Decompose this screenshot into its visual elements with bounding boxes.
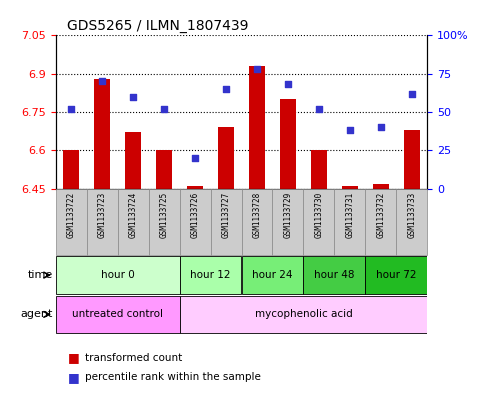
Bar bbox=[311, 151, 327, 189]
Text: untreated control: untreated control bbox=[72, 309, 163, 320]
Bar bbox=[149, 189, 180, 255]
Text: agent: agent bbox=[21, 309, 53, 320]
Bar bbox=[218, 127, 234, 189]
Point bbox=[160, 106, 168, 112]
Bar bbox=[366, 189, 397, 255]
Text: hour 72: hour 72 bbox=[376, 270, 417, 280]
Text: GSM1133724: GSM1133724 bbox=[128, 192, 138, 238]
Bar bbox=[334, 189, 366, 255]
Text: GSM1133730: GSM1133730 bbox=[314, 192, 324, 238]
Text: GSM1133733: GSM1133733 bbox=[408, 192, 416, 238]
Text: hour 0: hour 0 bbox=[100, 270, 134, 280]
Bar bbox=[272, 189, 303, 255]
Bar bbox=[373, 184, 389, 189]
Bar bbox=[180, 256, 242, 294]
Bar bbox=[56, 256, 180, 294]
Text: GSM1133725: GSM1133725 bbox=[159, 192, 169, 238]
Bar bbox=[242, 256, 303, 294]
Text: transformed count: transformed count bbox=[85, 353, 182, 363]
Point bbox=[129, 94, 137, 100]
Bar bbox=[303, 256, 366, 294]
Text: GDS5265 / ILMN_1807439: GDS5265 / ILMN_1807439 bbox=[67, 19, 248, 33]
Point bbox=[284, 81, 292, 88]
Text: GSM1133728: GSM1133728 bbox=[253, 192, 261, 238]
Text: GSM1133723: GSM1133723 bbox=[98, 192, 107, 238]
Bar bbox=[180, 189, 211, 255]
Text: GSM1133726: GSM1133726 bbox=[190, 192, 199, 238]
Text: percentile rank within the sample: percentile rank within the sample bbox=[85, 372, 260, 382]
Bar bbox=[63, 151, 79, 189]
Bar bbox=[404, 130, 420, 189]
Bar bbox=[366, 256, 427, 294]
Bar bbox=[86, 189, 117, 255]
Point bbox=[315, 106, 323, 112]
Point bbox=[191, 155, 199, 161]
Bar bbox=[303, 189, 334, 255]
Point bbox=[222, 86, 230, 92]
Bar bbox=[242, 189, 272, 255]
Text: GSM1133722: GSM1133722 bbox=[67, 192, 75, 238]
Bar bbox=[125, 132, 141, 189]
Text: GSM1133729: GSM1133729 bbox=[284, 192, 293, 238]
Text: GSM1133732: GSM1133732 bbox=[376, 192, 385, 238]
Text: mycophenolic acid: mycophenolic acid bbox=[255, 309, 353, 320]
Text: ■: ■ bbox=[68, 351, 79, 364]
Bar bbox=[156, 151, 172, 189]
Point bbox=[346, 127, 354, 134]
Bar bbox=[56, 296, 180, 333]
Bar bbox=[187, 186, 203, 189]
Point bbox=[408, 90, 416, 97]
Text: GSM1133731: GSM1133731 bbox=[345, 192, 355, 238]
Text: ■: ■ bbox=[68, 371, 79, 384]
Point bbox=[67, 106, 75, 112]
Bar bbox=[249, 66, 265, 189]
Text: hour 48: hour 48 bbox=[314, 270, 355, 280]
Bar bbox=[211, 189, 242, 255]
Bar bbox=[397, 189, 427, 255]
Point bbox=[377, 124, 385, 130]
Text: hour 12: hour 12 bbox=[190, 270, 231, 280]
Bar bbox=[280, 99, 296, 189]
Bar bbox=[56, 189, 86, 255]
Bar bbox=[342, 186, 358, 189]
Point bbox=[98, 78, 106, 84]
Text: GSM1133727: GSM1133727 bbox=[222, 192, 230, 238]
Text: time: time bbox=[28, 270, 53, 280]
Bar bbox=[117, 189, 149, 255]
Point bbox=[253, 66, 261, 72]
Bar bbox=[180, 296, 427, 333]
Text: hour 24: hour 24 bbox=[252, 270, 293, 280]
Bar bbox=[94, 79, 110, 189]
